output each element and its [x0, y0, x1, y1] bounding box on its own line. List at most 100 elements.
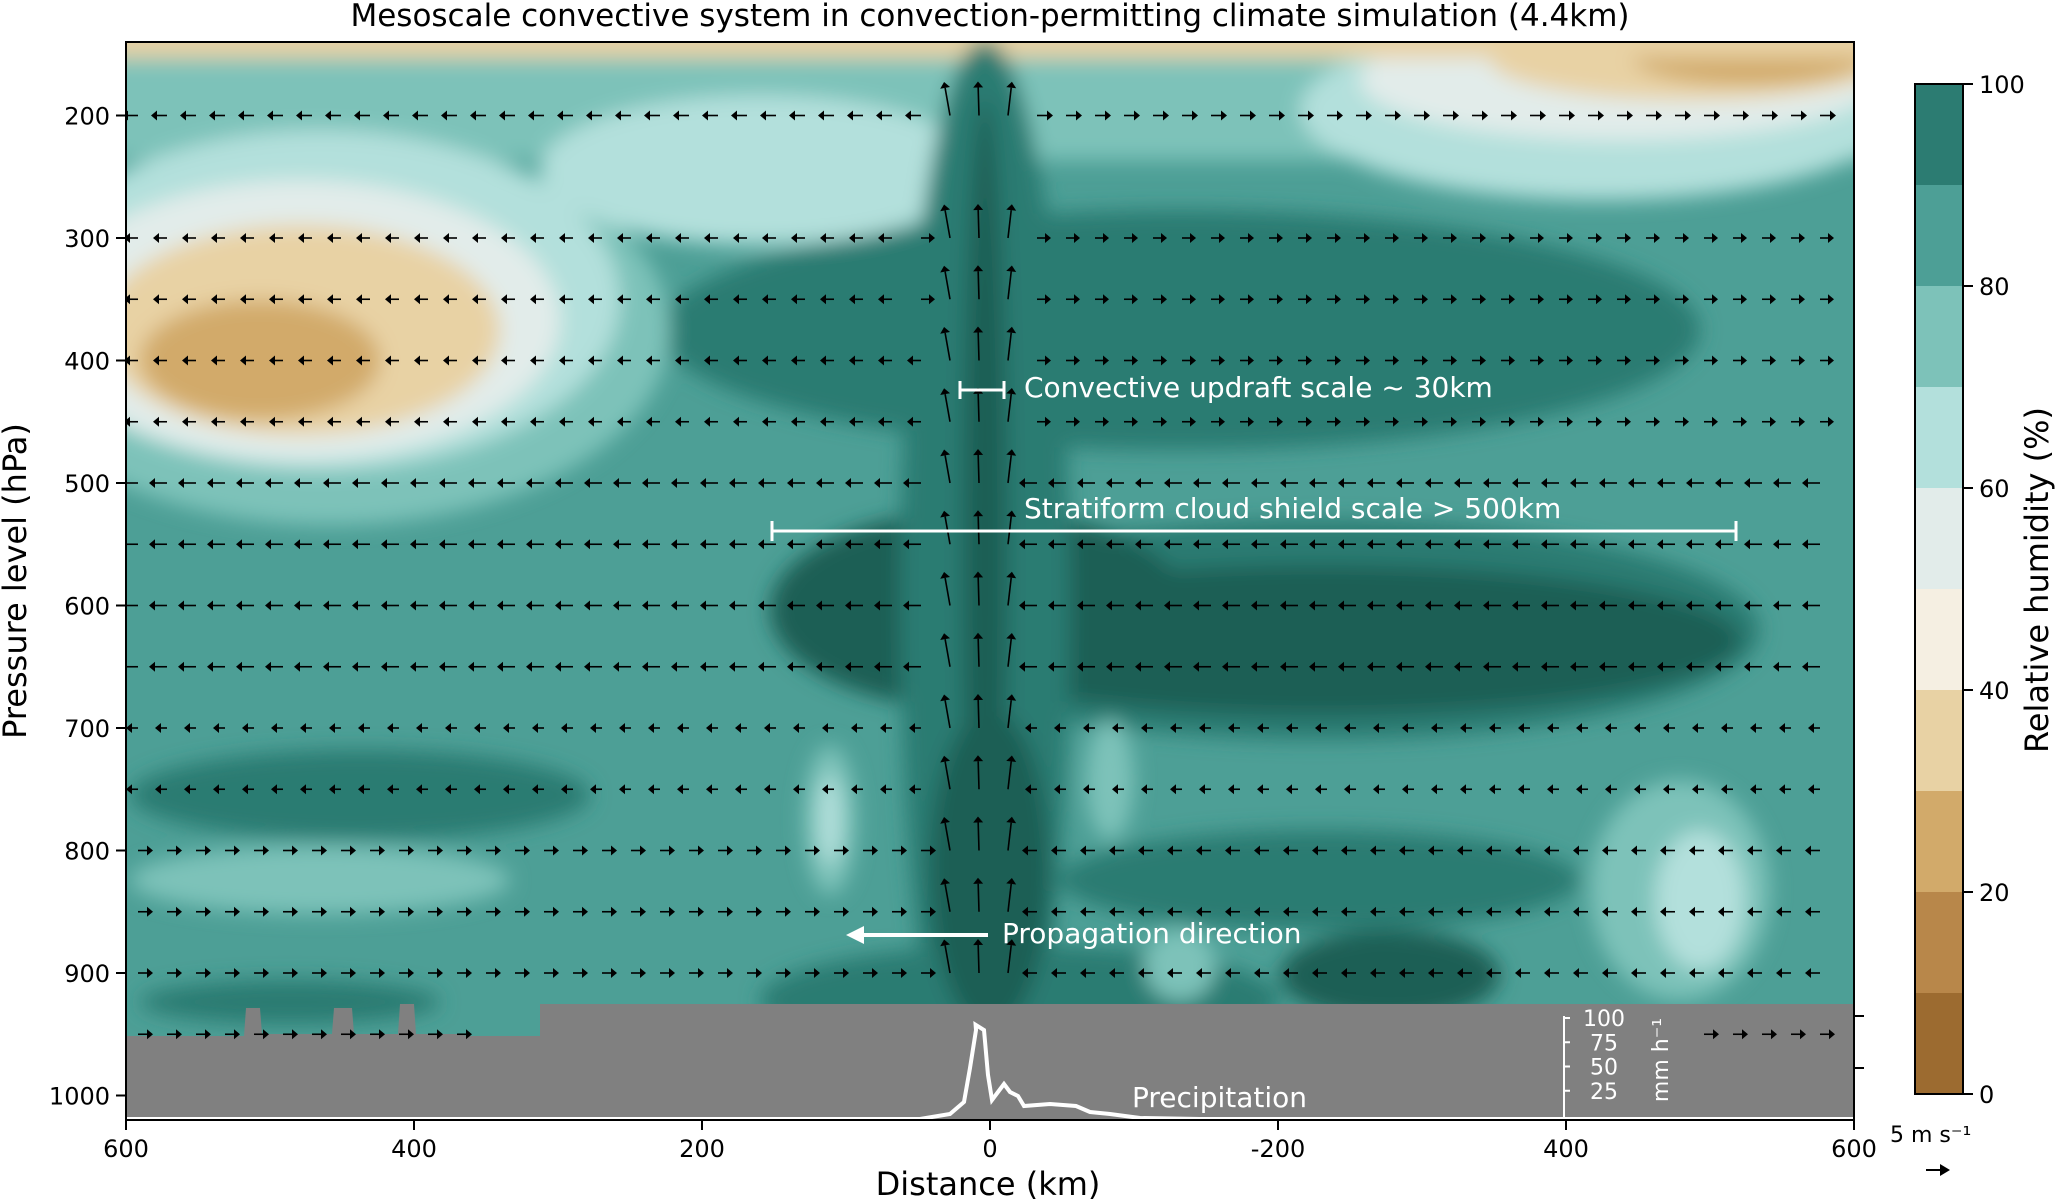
wind-vector-head — [1689, 906, 1695, 917]
wind-vector-head — [1335, 233, 1341, 243]
wind-vector-head — [1025, 723, 1031, 733]
wind-vector-head — [1425, 600, 1431, 611]
wind-vector-head — [1541, 478, 1547, 488]
wind-vector-head — [265, 661, 271, 672]
wind-vector-head — [1663, 784, 1669, 795]
wind-vector-head — [940, 755, 951, 763]
wind-vector-head — [1341, 906, 1347, 917]
wind-vector-head — [1457, 906, 1463, 917]
wind-vector-head — [872, 968, 878, 978]
wind-vector-head — [1509, 416, 1515, 427]
wind-vector-head — [1006, 81, 1017, 89]
wind-vector-head — [1051, 845, 1057, 856]
wind-vector-head — [356, 416, 362, 427]
wind-vector-head — [733, 294, 739, 305]
wind-vector — [977, 87, 980, 116]
wind-vector-head — [445, 784, 451, 795]
x-tick-label: 0 — [982, 1135, 997, 1163]
wind-vector-head — [729, 478, 735, 488]
stratiform-annotation: Stratiform cloud shield scale > 500km — [770, 492, 1738, 541]
wind-vector-head — [530, 355, 536, 366]
right-axis-ticks — [1854, 1015, 1864, 1069]
wind-vector-head — [700, 661, 706, 672]
wind-vector-head — [1225, 845, 1231, 856]
wind-vector-head — [1628, 661, 1634, 672]
wind-vector — [977, 822, 980, 851]
wind-vector-head — [648, 784, 654, 795]
wind-vector-head — [1280, 600, 1286, 611]
wind-vector-head — [940, 694, 951, 702]
wind-vector-head — [1006, 387, 1017, 395]
wind-vector-head — [555, 661, 561, 672]
wind-vector-head — [385, 294, 391, 305]
wind-vector-head — [1006, 939, 1017, 946]
wind-vector-head — [524, 845, 530, 856]
wind-vector-head — [1193, 661, 1199, 672]
wind-vector — [1007, 332, 1013, 361]
wind-vector-head — [1109, 968, 1115, 978]
wind-vector-head — [756, 845, 762, 856]
wind-vector-head — [437, 845, 443, 856]
wind-vector-head — [321, 1029, 327, 1040]
wind-vector-head — [1770, 294, 1776, 305]
wind-vector-head — [1692, 784, 1698, 795]
wind-vector-head — [414, 416, 420, 427]
terrain-lower-block — [540, 1004, 1854, 1036]
wind-vector-head — [381, 600, 387, 611]
wind-vector-head — [1544, 906, 1550, 917]
wind-vector-head — [497, 600, 503, 611]
wind-vector-head — [555, 539, 561, 550]
wind-vector-head — [1770, 416, 1776, 427]
wind-vector-head — [814, 845, 820, 856]
wind-vector-head — [1280, 478, 1286, 488]
wind-vector-head — [973, 449, 984, 456]
wind-vector-head — [559, 294, 565, 305]
wind-vector-head — [1480, 416, 1486, 427]
wind-vector-head — [1048, 600, 1054, 611]
wind-vector-head — [704, 294, 710, 305]
wind-vector-head — [323, 661, 329, 672]
wind-vector-head — [1286, 723, 1292, 733]
wind-vector-head — [677, 784, 683, 795]
wind-vector-head — [410, 600, 416, 611]
wind-vector-head — [1541, 600, 1547, 611]
wind-vector-head — [1106, 661, 1112, 672]
wind-vector-head — [555, 600, 561, 611]
wind-vector-head — [1541, 661, 1547, 672]
wind-vector-head — [474, 723, 480, 733]
wind-vector-head — [1544, 845, 1550, 856]
wind-vector-head — [1742, 1029, 1748, 1040]
wind-vector-head — [1006, 632, 1017, 640]
wind-vector-head — [1512, 661, 1518, 672]
wind-vector-head — [1628, 478, 1634, 488]
wind-vector-head — [1190, 416, 1196, 427]
wind-vector-head — [1022, 845, 1028, 856]
colorbar-segment — [1915, 84, 1963, 185]
wind-vector-head — [1805, 906, 1811, 917]
wind-vector-head — [1006, 877, 1017, 885]
wind-vector-head — [1547, 723, 1553, 733]
colorbar-tick-label: 40 — [1979, 677, 2010, 705]
wind-vector-head — [240, 355, 246, 366]
wind-vector-head — [1808, 784, 1814, 795]
wind-vector-head — [1602, 845, 1608, 856]
rh-field — [126, 42, 1854, 1120]
wind-vector-head — [1567, 294, 1573, 305]
wind-vector-head — [408, 845, 414, 856]
wind-vector-head — [849, 416, 855, 427]
wind-vector-head — [758, 539, 764, 550]
wind-vector-head — [1802, 600, 1808, 611]
wind-vector-head — [876, 110, 882, 121]
wind-vector-head — [501, 294, 507, 305]
wind-vector-head — [205, 1029, 211, 1040]
wind-vector-head — [1602, 968, 1608, 978]
wind-vector-head — [470, 110, 476, 121]
wind-vector-head — [1631, 968, 1637, 978]
wind-vector-head — [704, 416, 710, 427]
wind-vector-head — [1054, 784, 1060, 795]
wind-vector-head — [497, 539, 503, 550]
wind-vector-head — [1538, 355, 1544, 366]
wind-vector-head — [1744, 539, 1750, 550]
wind-vector-head — [1657, 478, 1663, 488]
wind-vector-head — [1309, 478, 1315, 488]
